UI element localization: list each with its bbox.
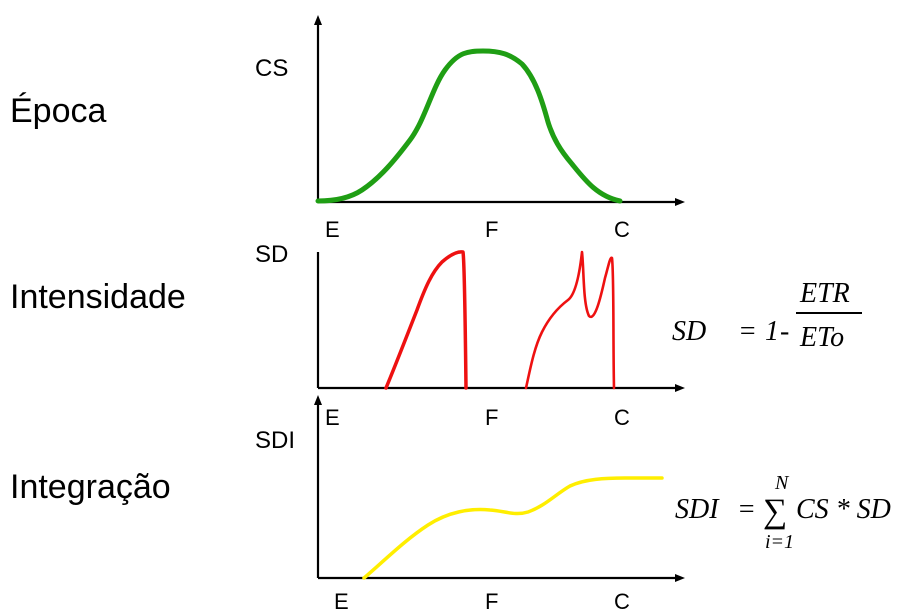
sd-curve-segment-2 (524, 250, 616, 390)
formula-sdi-body: CS * SD (796, 494, 891, 525)
formula-sdi: SDI = N ∑ i=1 CS * SD (675, 472, 891, 553)
formula-sdi-lhs: SDI (675, 494, 720, 525)
sd-curve-segment-1 (384, 250, 468, 390)
formula-sd-numerator: ETR (799, 278, 850, 309)
tick-f-1: F (485, 217, 498, 242)
formula-sdi-lower: i=1 (765, 531, 794, 553)
row-label-epoca: Época (10, 92, 106, 130)
row-label-intensidade: Intensidade (10, 278, 186, 316)
formula-sd: SD = 1 - ETR ETo (672, 278, 862, 353)
formula-sd-lhs: SD (672, 316, 706, 347)
axis-label-cs: CS (255, 55, 288, 82)
formula-sd-equals: = (738, 316, 757, 347)
tick-f-2: F (485, 405, 498, 430)
formula-sd-denominator: ETo (799, 322, 844, 353)
formula-sd-minus: - (780, 316, 789, 347)
formula-sdi-upper: N (774, 472, 790, 494)
row-label-integracao: Integração (10, 468, 171, 506)
axis-label-sdi: SDI (255, 427, 295, 454)
tick-c-3: C (614, 589, 630, 613)
sigma-icon: ∑ (763, 493, 787, 530)
tick-c-1: C (614, 217, 630, 242)
axis-label-sd: SD (255, 241, 288, 268)
cs-curve (315, 48, 623, 204)
tick-e-3: E (334, 589, 349, 613)
tick-e-1: E (325, 217, 340, 242)
formula-sdi-equals: = (737, 494, 756, 525)
tick-e-2: E (325, 405, 340, 430)
sdi-curve (362, 476, 664, 580)
formula-sd-one: 1 (765, 316, 779, 347)
tick-c-2: C (614, 405, 630, 430)
tick-f-3: F (485, 589, 498, 613)
